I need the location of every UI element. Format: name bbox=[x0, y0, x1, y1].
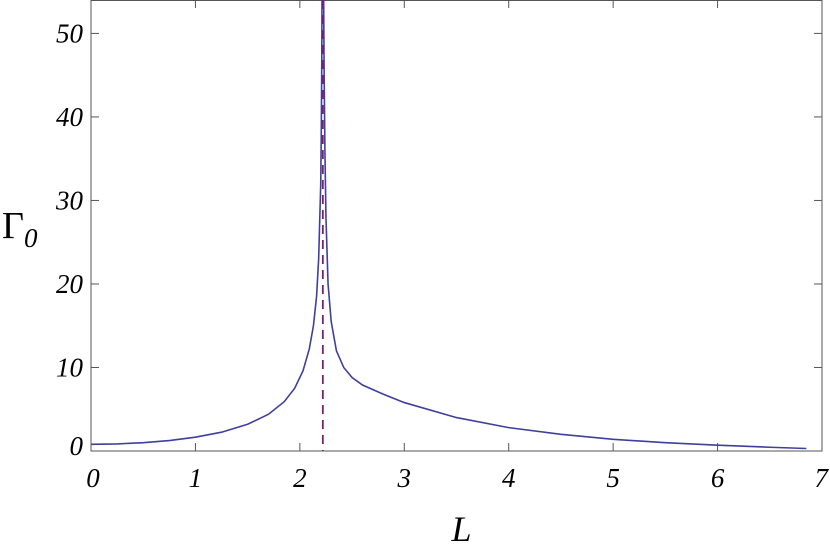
x-tick-label: 0 bbox=[86, 463, 100, 493]
curve-group bbox=[90, 0, 807, 450]
y-tick-label: 10 bbox=[56, 352, 84, 382]
series-line-1 bbox=[322, 0, 807, 450]
series-line-0 bbox=[90, 0, 323, 446]
y-axis-ticks: 0 10 20 30 40 50 bbox=[55, 18, 822, 461]
x-tick-label: 4 bbox=[502, 463, 516, 493]
y-axis-label-subscript: 0 bbox=[24, 223, 38, 253]
y-tick-label: 0 bbox=[70, 431, 84, 461]
x-tick-label: 6 bbox=[711, 463, 725, 493]
x-tick-label: 2 bbox=[293, 463, 307, 493]
plot-frame bbox=[90, 0, 823, 452]
x-tick-label: 5 bbox=[606, 463, 620, 493]
x-tick-label: 7 bbox=[815, 463, 830, 493]
y-tick-label: 30 bbox=[55, 185, 84, 215]
y-tick-label: 50 bbox=[56, 18, 84, 48]
x-axis-label: L bbox=[450, 509, 471, 549]
y-axis-label-main: Γ bbox=[2, 205, 24, 247]
x-axis-ticks: 0 1 2 3 4 5 6 7 bbox=[86, 0, 830, 493]
y-axis-label: Γ0 bbox=[2, 205, 38, 253]
x-tick-label: 1 bbox=[189, 463, 203, 493]
x-tick-label: 3 bbox=[397, 463, 412, 493]
y-tick-label: 20 bbox=[56, 269, 84, 299]
y-tick-label: 40 bbox=[56, 102, 84, 132]
